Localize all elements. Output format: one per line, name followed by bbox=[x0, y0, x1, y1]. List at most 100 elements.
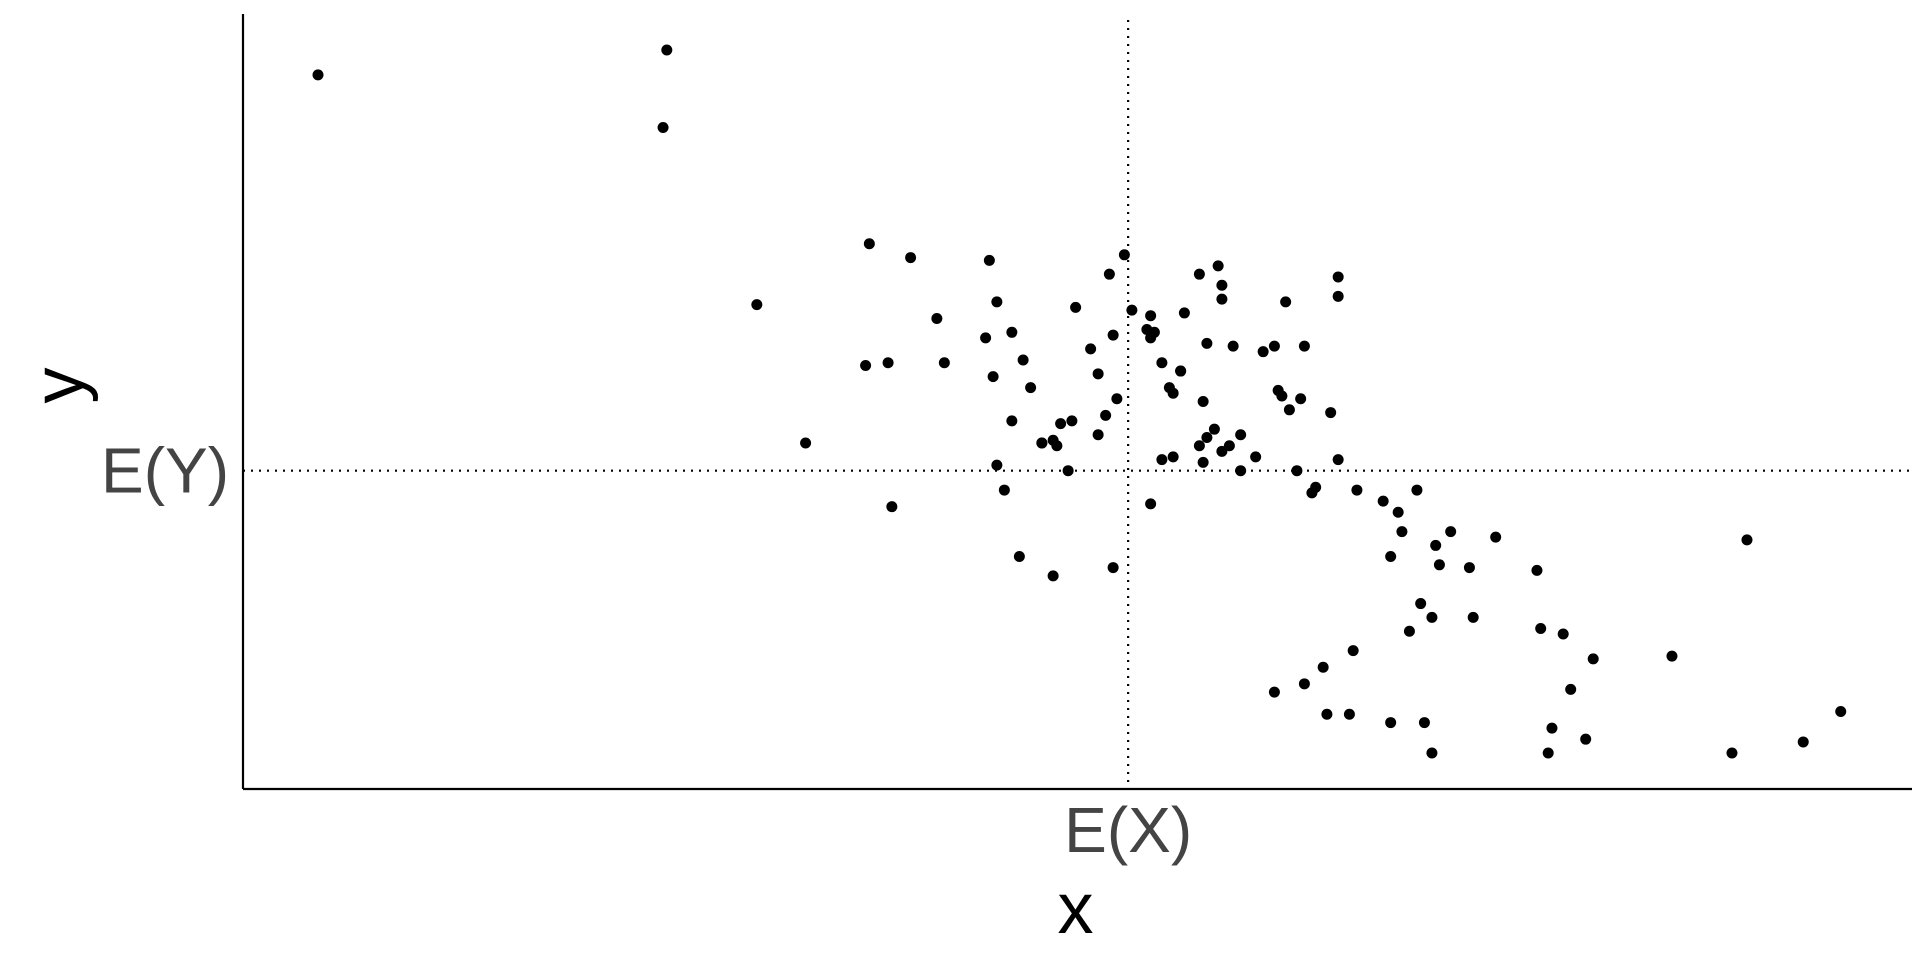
data-point bbox=[1223, 440, 1235, 452]
data-point bbox=[1268, 686, 1280, 698]
data-point bbox=[1467, 611, 1479, 623]
data-point bbox=[1107, 562, 1119, 574]
data-point bbox=[1047, 434, 1059, 446]
data-point bbox=[1062, 465, 1074, 477]
data-point bbox=[1092, 429, 1104, 441]
data-point bbox=[1433, 559, 1445, 571]
data-point bbox=[1283, 404, 1295, 416]
y-axis-title: y bbox=[19, 368, 99, 404]
data-point bbox=[1317, 661, 1329, 673]
data-point bbox=[1036, 437, 1048, 449]
data-point bbox=[1070, 301, 1082, 313]
data-point bbox=[1193, 440, 1205, 452]
data-point bbox=[1111, 393, 1123, 405]
data-point bbox=[1542, 747, 1554, 759]
data-point bbox=[1118, 249, 1130, 261]
data-point bbox=[1291, 465, 1303, 477]
data-point bbox=[1013, 551, 1025, 562]
data-point bbox=[1047, 570, 1059, 582]
data-point bbox=[1332, 271, 1344, 283]
data-point bbox=[1055, 418, 1067, 430]
data-point bbox=[1490, 531, 1502, 543]
data-point bbox=[1145, 332, 1157, 344]
data-point bbox=[998, 484, 1010, 496]
data-point bbox=[1666, 650, 1678, 662]
data-point bbox=[987, 371, 999, 383]
data-point bbox=[1103, 268, 1115, 280]
data-point bbox=[1257, 346, 1269, 358]
data-point bbox=[1298, 678, 1310, 690]
data-point bbox=[1557, 628, 1569, 640]
data-point bbox=[1535, 622, 1547, 634]
data-point bbox=[1325, 407, 1337, 419]
data-point bbox=[1216, 445, 1228, 457]
data-point bbox=[1415, 598, 1427, 610]
data-point bbox=[1025, 382, 1037, 394]
data-point bbox=[938, 357, 950, 369]
data-point bbox=[1141, 324, 1153, 336]
data-point bbox=[1332, 290, 1344, 302]
data-point bbox=[1156, 454, 1168, 466]
data-point bbox=[863, 238, 875, 250]
data-point bbox=[661, 44, 673, 56]
x-axis-title: x bbox=[1058, 869, 1094, 949]
data-point bbox=[1797, 736, 1809, 748]
data-point bbox=[1565, 683, 1577, 695]
data-point bbox=[1546, 722, 1558, 734]
plot-area bbox=[241, 14, 1912, 791]
data-point bbox=[1463, 562, 1475, 574]
data-point bbox=[1235, 429, 1247, 441]
x-tick-labels: E(X) bbox=[1064, 794, 1192, 866]
data-point bbox=[1145, 498, 1157, 510]
data-point bbox=[1351, 484, 1363, 496]
data-point bbox=[1385, 717, 1397, 729]
data-point bbox=[1156, 357, 1168, 369]
data-point bbox=[1212, 260, 1224, 272]
data-point bbox=[800, 437, 812, 449]
data-point bbox=[860, 360, 872, 372]
data-point bbox=[1066, 415, 1078, 427]
x-tick-label: E(X) bbox=[1064, 794, 1192, 866]
data-point bbox=[1178, 307, 1190, 319]
data-point bbox=[1445, 526, 1457, 538]
data-point bbox=[657, 121, 669, 133]
data-point bbox=[1167, 451, 1179, 463]
data-point bbox=[1107, 329, 1119, 341]
data-point bbox=[1227, 340, 1239, 352]
data-point bbox=[1201, 431, 1213, 443]
data-points bbox=[312, 44, 1847, 759]
data-point bbox=[1208, 423, 1220, 435]
data-point bbox=[1201, 337, 1213, 349]
data-point bbox=[1126, 304, 1138, 316]
data-point bbox=[1216, 279, 1228, 291]
data-point bbox=[991, 459, 1003, 471]
data-point bbox=[1426, 747, 1438, 759]
data-point bbox=[1426, 611, 1438, 623]
data-point bbox=[1295, 393, 1307, 405]
data-point bbox=[1280, 296, 1292, 308]
data-point bbox=[1193, 268, 1205, 280]
data-point bbox=[1411, 484, 1423, 496]
data-point bbox=[1392, 506, 1404, 518]
data-point bbox=[1216, 293, 1228, 305]
y-tick-label: E(Y) bbox=[101, 435, 229, 507]
data-point bbox=[931, 312, 943, 324]
data-point bbox=[1343, 708, 1355, 720]
data-point bbox=[1321, 708, 1333, 720]
data-point bbox=[1163, 382, 1175, 394]
data-point bbox=[1347, 645, 1359, 657]
data-point bbox=[1175, 365, 1187, 377]
data-point bbox=[905, 252, 917, 264]
data-point bbox=[1250, 451, 1262, 463]
data-point bbox=[886, 501, 898, 513]
data-point bbox=[312, 69, 324, 81]
data-point bbox=[1092, 368, 1104, 380]
reference-lines bbox=[243, 20, 1912, 789]
data-point bbox=[1741, 534, 1753, 546]
data-point bbox=[1145, 310, 1157, 322]
y-tick-labels: E(Y) bbox=[101, 435, 229, 507]
data-point bbox=[1587, 653, 1599, 665]
data-point bbox=[991, 296, 1003, 308]
data-point bbox=[1100, 409, 1112, 421]
